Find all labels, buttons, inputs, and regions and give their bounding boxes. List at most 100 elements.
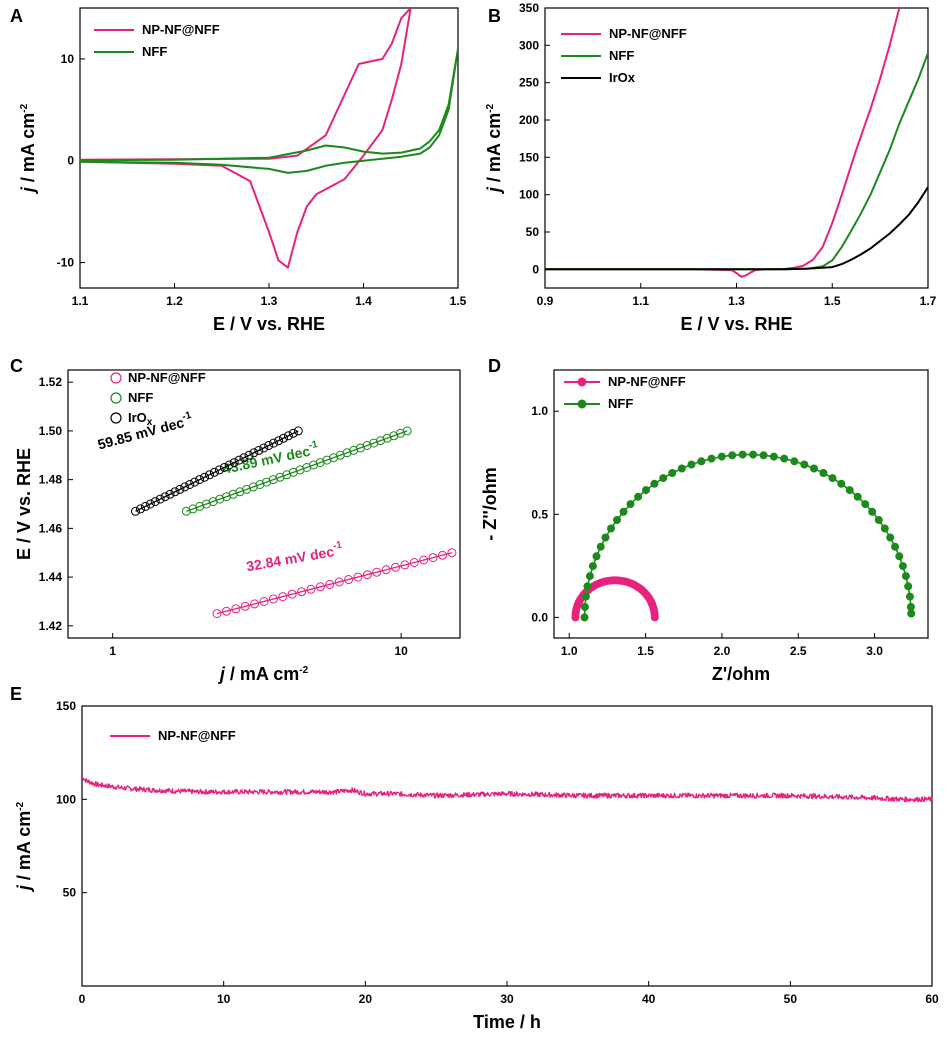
x-axis-label: E / V vs. RHE (213, 314, 325, 334)
data-point (229, 458, 239, 468)
y-axis-label-exp: -2 (19, 103, 30, 112)
data-point (580, 603, 589, 611)
data-point (215, 494, 225, 504)
data-point (254, 445, 264, 455)
data-point (219, 463, 229, 472)
axis-label-symbol: j (18, 186, 38, 194)
data-point (905, 592, 914, 601)
plot-frame (79, 7, 459, 289)
fit-slope-label-text: 32.84 mV dec (245, 543, 335, 574)
data-point (717, 452, 726, 461)
series-0: 32.84 mV dec-1 (212, 540, 457, 619)
data-point (389, 431, 399, 441)
data-point (819, 469, 828, 477)
fit-slope-label-exp: -1 (332, 540, 343, 552)
legend-label: NP-NF@NFF (142, 22, 220, 37)
x-tick-label: 50 (784, 992, 798, 1006)
x-axis-label-text: E / V vs. RHE (680, 314, 792, 334)
data-point (264, 441, 274, 450)
data-point (349, 445, 359, 455)
y-tick-label: 0 (67, 154, 74, 168)
panel-label: C (10, 356, 23, 376)
data-point (391, 562, 400, 572)
y-tick-label: 0 (532, 262, 539, 276)
data-point (642, 486, 650, 495)
x-tick-label: 1 (109, 644, 116, 658)
x-axis-label: Z'/ohm (712, 664, 770, 684)
data-point (769, 452, 778, 461)
data-point (845, 486, 854, 495)
data-point (396, 428, 405, 438)
data-point (607, 524, 615, 533)
data-point (583, 582, 592, 591)
data-point (329, 453, 339, 463)
data-point (278, 592, 288, 602)
legend-label: IrOx (609, 70, 636, 85)
data-point (677, 464, 686, 473)
data-point (353, 572, 363, 582)
series-line-1 (545, 52, 928, 271)
data-point (170, 487, 180, 497)
series-line-0 (80, 8, 412, 269)
x-axis-label-text: j / mA cm (218, 664, 299, 684)
data-point (372, 567, 382, 577)
y-tick-label: -10 (57, 256, 75, 270)
y-tick-label: 1.0 (531, 404, 548, 418)
x-tick-label: 60 (925, 992, 939, 1006)
y-axis-label-exp: -2 (15, 801, 26, 810)
data-point (335, 450, 345, 460)
axis-label-rest: / mA cm (484, 113, 504, 187)
axis-label-symbol: j (218, 664, 226, 684)
x-tick-label: 1.3 (261, 294, 278, 308)
x-tick-label: 1.3 (728, 294, 745, 308)
x-axis-label: Time / h (473, 1012, 541, 1032)
legend: NP-NF@NFF NFF (564, 374, 686, 411)
data-point (188, 504, 198, 514)
y-tick-label: 1.42 (39, 619, 63, 633)
data-point (325, 579, 335, 589)
data-point (234, 455, 244, 465)
x-tick-label: 0 (79, 992, 86, 1006)
data-point (381, 565, 391, 575)
data-point (626, 500, 635, 509)
data-point (297, 587, 307, 597)
data-point (231, 604, 241, 614)
fit-line (216, 552, 453, 615)
axis-label-rest: / mA cm (14, 811, 34, 885)
data-point (362, 570, 372, 580)
data-point (907, 609, 916, 618)
data-point (886, 533, 895, 542)
data-point (283, 431, 293, 441)
data-point (240, 601, 250, 611)
series-1 (580, 450, 916, 622)
data-point (790, 457, 799, 466)
series-line-0 (545, 8, 901, 278)
data-point (160, 492, 170, 502)
data-point (874, 516, 883, 524)
series-0 (81, 776, 933, 803)
panel-label: D (488, 356, 501, 376)
data-point (242, 484, 252, 494)
legend-label: IrOx (128, 410, 153, 428)
x-axis-label: j / mA cm-2 (218, 664, 309, 684)
data-point (749, 450, 758, 459)
data-point (588, 562, 597, 571)
data-point (619, 507, 628, 516)
y-axis-label-text: - Z''/ohm (480, 467, 500, 541)
data-point (309, 460, 318, 470)
panel-e: E 0 10 20 30 40 50 60 50 100 150 Time / h j / mA cm-… (10, 684, 939, 1032)
data-point (268, 594, 278, 604)
panel-label: B (488, 6, 501, 26)
data-point (185, 480, 195, 489)
y-axis-label: j / mA cm-2 (18, 103, 38, 194)
series-group (545, 8, 928, 278)
data-point (200, 472, 210, 482)
data-point (315, 458, 325, 468)
y-tick-label: 1.44 (39, 570, 63, 584)
x-tick-label: 2.0 (714, 644, 731, 658)
data-point (898, 562, 907, 571)
y-tick-label: 0.5 (531, 507, 548, 521)
x-tick-label: 0.9 (537, 294, 554, 308)
data-point (302, 463, 312, 472)
